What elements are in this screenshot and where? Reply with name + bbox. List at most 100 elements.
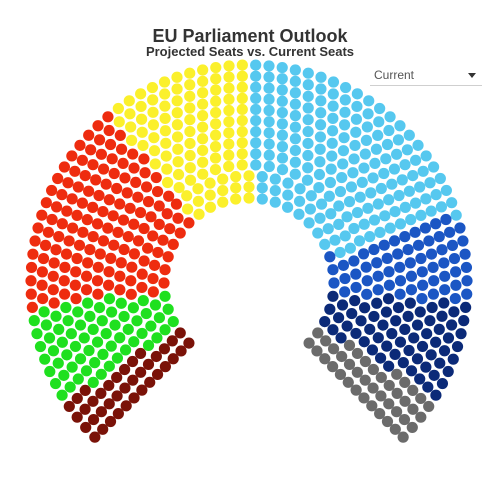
seat-group-2 bbox=[87, 323, 99, 335]
seat-group-2 bbox=[62, 315, 74, 327]
seat-group-3 bbox=[108, 167, 120, 180]
seat-group-3 bbox=[106, 153, 118, 165]
seat-group-2 bbox=[109, 319, 121, 331]
seat-group-7 bbox=[411, 353, 424, 365]
seat-group-7 bbox=[399, 323, 411, 335]
seat-group-4 bbox=[197, 87, 209, 99]
seat-group-7 bbox=[335, 332, 347, 344]
seat-group-3 bbox=[114, 284, 126, 296]
seat-group-6 bbox=[457, 235, 469, 247]
seat-group-5 bbox=[420, 193, 432, 205]
seat-group-5 bbox=[325, 163, 337, 175]
seat-group-4 bbox=[236, 103, 248, 116]
view-dropdown[interactable]: Current bbox=[370, 64, 482, 86]
seat-group-5 bbox=[356, 176, 368, 189]
seat-group-7 bbox=[383, 360, 395, 372]
seat-group-3 bbox=[71, 209, 83, 221]
seat-group-5 bbox=[324, 176, 336, 189]
seat-group-5 bbox=[384, 222, 396, 234]
seat-group-5 bbox=[373, 116, 385, 128]
seat-group-1 bbox=[95, 387, 107, 399]
seat-group-6 bbox=[383, 266, 395, 278]
seat-group-1 bbox=[167, 353, 179, 365]
seat-group-1 bbox=[166, 335, 178, 347]
seat-group-8 bbox=[399, 376, 411, 388]
seat-group-3 bbox=[36, 279, 48, 291]
seat-group-8 bbox=[343, 358, 356, 370]
seat-group-2 bbox=[84, 310, 96, 322]
seat-group-5 bbox=[334, 185, 347, 198]
seat-group-4 bbox=[193, 208, 205, 220]
seat-group-1 bbox=[103, 379, 115, 392]
seat-group-8 bbox=[389, 423, 401, 435]
seat-group-5 bbox=[263, 149, 275, 161]
seat-group-7 bbox=[341, 320, 353, 332]
seat-group-3 bbox=[94, 248, 106, 260]
seat-group-5 bbox=[358, 218, 370, 230]
seat-group-4 bbox=[197, 110, 209, 122]
seat-group-6 bbox=[450, 266, 462, 278]
seat-group-6 bbox=[450, 279, 462, 291]
seat-group-4 bbox=[113, 116, 125, 128]
seat-group-1 bbox=[175, 345, 187, 357]
seat-group-1 bbox=[97, 423, 109, 435]
seat-group-6 bbox=[368, 243, 380, 256]
seat-group-2 bbox=[167, 315, 179, 328]
seat-group-5 bbox=[425, 205, 437, 217]
seat-group-5 bbox=[383, 124, 395, 137]
seat-group-5 bbox=[394, 218, 407, 230]
seat-group-4 bbox=[223, 82, 235, 94]
seat-group-3 bbox=[97, 235, 110, 247]
seat-group-3 bbox=[139, 167, 151, 179]
seat-group-4 bbox=[162, 176, 174, 189]
seat-group-3 bbox=[36, 266, 48, 278]
seat-group-5 bbox=[289, 75, 301, 87]
seat-group-5 bbox=[276, 73, 288, 85]
seat-group-3 bbox=[102, 111, 114, 123]
seat-group-5 bbox=[315, 83, 327, 95]
seat-group-1 bbox=[63, 400, 75, 413]
seat-group-3 bbox=[32, 222, 44, 234]
seat-group-6 bbox=[358, 248, 370, 260]
seat-group-7 bbox=[403, 344, 415, 357]
seat-group-5 bbox=[381, 138, 394, 151]
seat-group-4 bbox=[192, 183, 204, 195]
seat-group-3 bbox=[73, 239, 86, 251]
seat-group-1 bbox=[87, 413, 100, 426]
seat-group-7 bbox=[382, 293, 395, 305]
seat-group-4 bbox=[236, 70, 248, 82]
seat-group-5 bbox=[350, 113, 363, 125]
seat-group-5 bbox=[334, 246, 346, 259]
seat-group-3 bbox=[117, 214, 130, 226]
seat-group-1 bbox=[136, 384, 148, 396]
seat-group-4 bbox=[210, 84, 222, 96]
seat-group-3 bbox=[103, 124, 115, 137]
seat-group-3 bbox=[83, 185, 95, 197]
seat-group-5 bbox=[393, 189, 405, 202]
seat-group-5 bbox=[430, 189, 442, 201]
seat-group-5 bbox=[276, 95, 288, 107]
seat-group-5 bbox=[375, 182, 387, 195]
seat-group-7 bbox=[381, 340, 393, 352]
seat-group-6 bbox=[372, 284, 384, 296]
seat-group-5 bbox=[263, 138, 275, 150]
seat-group-3 bbox=[127, 148, 139, 160]
seat-group-4 bbox=[217, 173, 229, 185]
seat-group-4 bbox=[223, 60, 235, 72]
seat-group-6 bbox=[337, 259, 350, 271]
seat-group-4 bbox=[243, 170, 255, 182]
seat-group-5 bbox=[374, 226, 386, 238]
seat-group-3 bbox=[26, 301, 38, 314]
seat-group-5 bbox=[263, 60, 275, 72]
seat-group-2 bbox=[50, 310, 62, 322]
seat-group-8 bbox=[350, 384, 362, 396]
seat-group-5 bbox=[351, 206, 364, 219]
seat-group-7 bbox=[460, 301, 472, 314]
seat-group-7 bbox=[336, 299, 349, 311]
seat-group-8 bbox=[406, 421, 418, 434]
seat-group-3 bbox=[122, 231, 134, 243]
seat-group-1 bbox=[142, 358, 155, 370]
seat-group-3 bbox=[52, 172, 64, 185]
seat-group-4 bbox=[197, 64, 209, 76]
